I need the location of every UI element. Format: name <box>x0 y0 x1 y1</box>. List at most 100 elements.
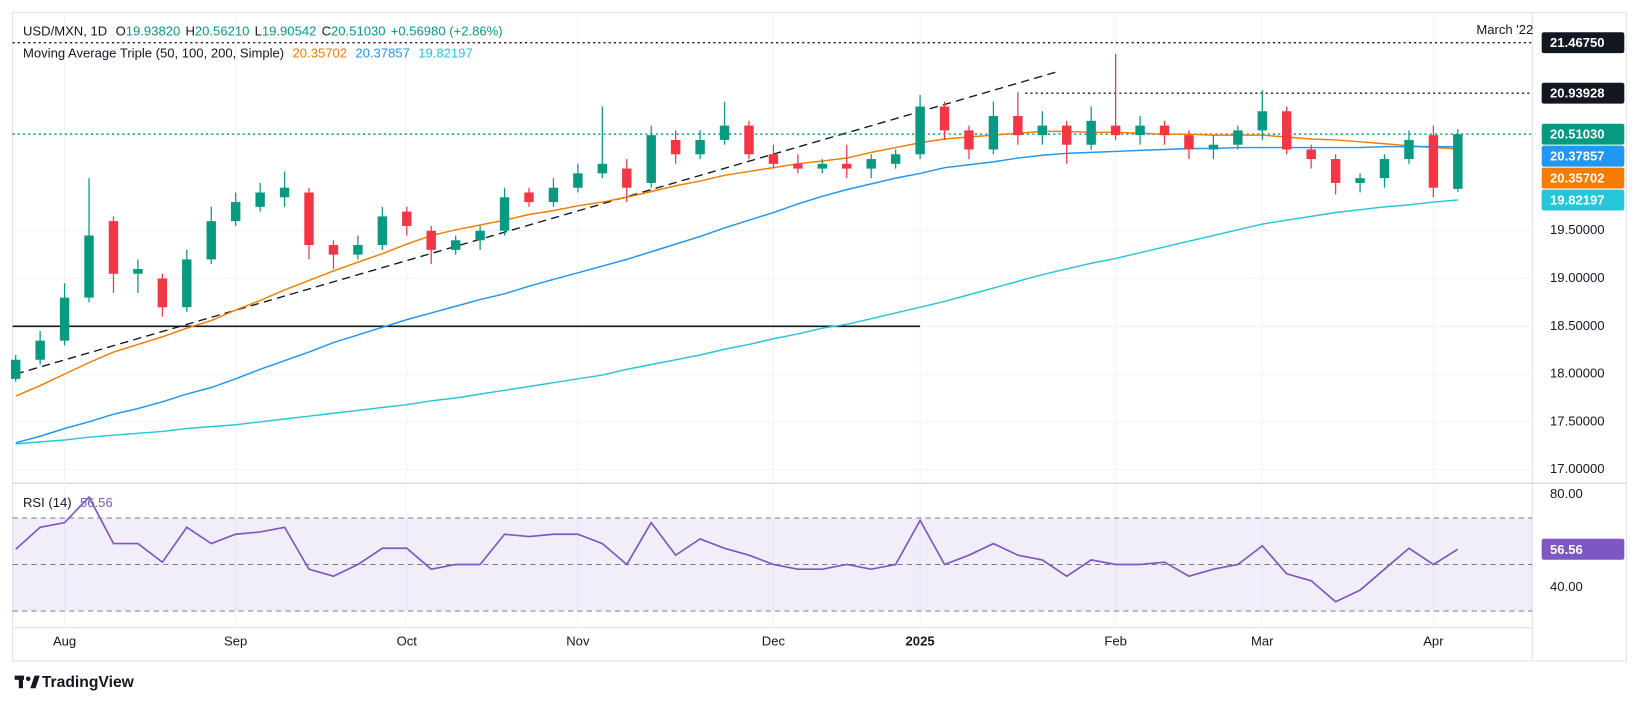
moving-average <box>15 199 1458 445</box>
candle-body <box>548 187 559 203</box>
ma-value: 20.37857 <box>355 46 409 61</box>
ohlc-value: 19.93820 <box>126 24 180 39</box>
brand-name: TradingView <box>42 674 135 691</box>
ohlc-value: 19.90542 <box>262 24 316 39</box>
candle-body <box>1110 125 1121 136</box>
candle-body <box>157 278 168 308</box>
ohlc-prefix: L <box>255 24 262 39</box>
candle-body <box>866 159 876 169</box>
price-tag <box>1541 145 1625 167</box>
candle-body <box>304 192 314 246</box>
ma-value: 20.35702 <box>293 46 347 61</box>
candle-body <box>1453 134 1463 189</box>
moving-average <box>15 130 1458 397</box>
price-tag-label: 21.46750 <box>1550 35 1604 50</box>
candle-body <box>915 106 925 155</box>
candle-body <box>793 163 803 169</box>
candle-body <box>1159 125 1170 136</box>
ohlc-prefix: O <box>116 24 126 39</box>
candle-body <box>426 230 436 250</box>
candle-body <box>1282 111 1292 150</box>
price-tag-label: 20.51030 <box>1550 127 1604 142</box>
candle-body <box>890 154 901 164</box>
candle-body <box>670 139 681 155</box>
ma-title: Moving Average Triple (50, 100, 200, Sim… <box>23 46 284 61</box>
header-ohlc: USD/MXN, 1D O19.93820 H20.56210 L19.90542 C2… <box>23 24 503 39</box>
rsi-tick-label: 40.00 <box>1550 579 1583 594</box>
candle-body <box>842 163 852 169</box>
price-tag-label: 20.37857 <box>1550 149 1604 164</box>
candle-body <box>450 240 461 250</box>
ohlc-value: 20.56210 <box>195 24 249 39</box>
candle-body <box>328 245 339 255</box>
x-tick-label: Sep <box>224 634 247 649</box>
y-tick-label: 17.50000 <box>1550 413 1604 428</box>
candle-body <box>939 106 950 131</box>
rsi-title: RSI (14) <box>23 496 72 511</box>
candle-body <box>182 259 192 308</box>
candle-body <box>1184 135 1194 150</box>
price-tag-label: 20.35702 <box>1550 171 1604 186</box>
rsi-tick-label: 80.00 <box>1550 486 1583 501</box>
candle-body <box>1404 139 1414 160</box>
candle-body <box>597 163 608 174</box>
candle-body <box>1306 149 1316 160</box>
candle-body <box>573 173 583 188</box>
candle-body <box>133 268 143 274</box>
x-tick-label: Oct <box>397 634 418 649</box>
candle-body <box>744 125 754 155</box>
candle-body <box>1379 159 1390 179</box>
candle-body <box>353 245 363 255</box>
candle-body <box>817 163 828 169</box>
price-tag <box>1541 123 1625 145</box>
candle-body <box>719 125 730 140</box>
price-tag <box>1541 538 1625 560</box>
y-tick-label: 19.00000 <box>1550 270 1604 285</box>
ma-value: 19.82197 <box>418 46 472 61</box>
candle-body <box>1135 125 1145 136</box>
candle-body <box>499 197 510 231</box>
x-tick-label: Mar <box>1251 634 1274 649</box>
price-tag-label: 19.82197 <box>1550 193 1604 208</box>
y-tick-label: 18.50000 <box>1550 318 1604 333</box>
candle-body <box>206 221 216 260</box>
rsi-value: 56.56 <box>80 496 113 511</box>
price-tag <box>1541 189 1625 211</box>
candle-body <box>255 192 265 207</box>
price-tag-label: 20.93928 <box>1550 86 1604 101</box>
candle-body <box>622 168 632 188</box>
logo-part <box>18 675 24 689</box>
candle-body <box>646 135 656 183</box>
trendline <box>15 70 1060 375</box>
x-tick-label: Feb <box>1104 634 1127 649</box>
candle-body <box>108 221 119 274</box>
candle-body <box>1355 178 1365 183</box>
candle-body <box>1037 125 1048 136</box>
candle-body <box>988 116 999 150</box>
candle-body <box>279 187 290 198</box>
ohlc-prefix: C <box>322 24 331 39</box>
candle-body <box>964 130 974 150</box>
x-tick-label: 2025 <box>906 634 935 649</box>
price-tag <box>1541 32 1625 54</box>
candle-body <box>695 139 705 155</box>
candle-body <box>402 211 412 226</box>
candle-body <box>377 216 388 246</box>
symbol: USD/MXN, 1D <box>23 24 107 39</box>
price-tag-label: 56.56 <box>1550 542 1583 557</box>
x-tick-label: Dec <box>762 634 786 649</box>
candle-body <box>1013 116 1023 136</box>
candle-body <box>10 359 21 379</box>
candle-body <box>768 154 779 164</box>
candle-body <box>1233 130 1243 145</box>
brand-logo <box>14 675 40 689</box>
chart-frame <box>12 12 1627 662</box>
x-tick-label: Nov <box>566 634 590 649</box>
chart-root: TradingView Aug Sep Oct Nov Dec 2025 Feb Mar Apr… <box>10 12 1627 691</box>
change: +0.56980 (+2.86%) <box>391 24 503 39</box>
candle-body <box>84 235 94 298</box>
candle-body <box>1086 120 1096 145</box>
y-tick-label: 19.50000 <box>1550 222 1604 237</box>
candle-body <box>1330 159 1341 183</box>
